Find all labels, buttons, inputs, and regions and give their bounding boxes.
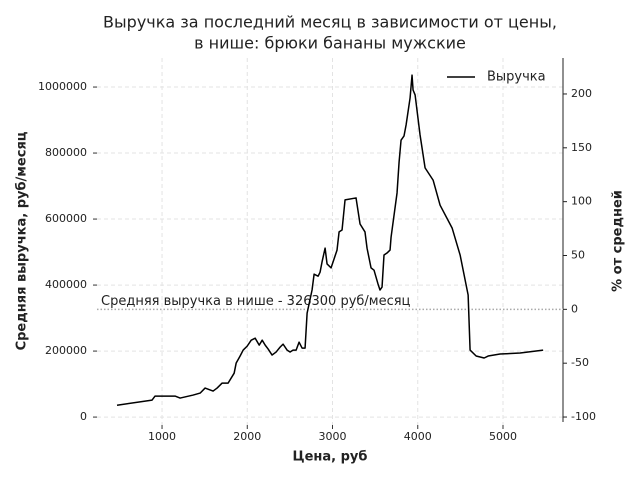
average-label: Средняя выручка в нише - 326300 руб/меся… (101, 294, 411, 309)
y2-tick-label: 0 (571, 302, 578, 315)
y2-tick-label: -100 (571, 410, 596, 423)
legend-label: Выручка (487, 70, 546, 85)
x-tick-label: 3000 (319, 430, 347, 443)
y2-tick-label: 200 (571, 87, 592, 100)
y-tick-label: 200000 (45, 344, 87, 357)
x-tick-label: 4000 (404, 430, 432, 443)
x-tick-label: 5000 (489, 430, 517, 443)
y-tick-label: 400000 (45, 278, 87, 291)
series-line (116, 74, 544, 406)
y-tick-label: 600000 (45, 212, 87, 225)
y-tick-label: 0 (80, 410, 87, 423)
y2-tick-label: 50 (571, 248, 585, 261)
x-tick-label: 1000 (148, 430, 176, 443)
y2-axis-label: % от средней (611, 190, 626, 292)
y2-tick-label: 100 (571, 195, 592, 208)
y-tick-label: 1000000 (38, 80, 87, 93)
x-axis-label: Цена, руб (293, 450, 368, 465)
x-tick-label: 2000 (233, 430, 261, 443)
chart-title: Выручка за последний месяц в зависимости… (103, 13, 557, 32)
y2-tick-label: 150 (571, 141, 592, 154)
y-axis-label: Средняя выручка, руб/месяц (15, 131, 30, 350)
chart-title: в нише: брюки бананы мужские (194, 34, 466, 53)
y-tick-label: 800000 (45, 146, 87, 159)
y2-tick-label: -50 (571, 356, 589, 369)
